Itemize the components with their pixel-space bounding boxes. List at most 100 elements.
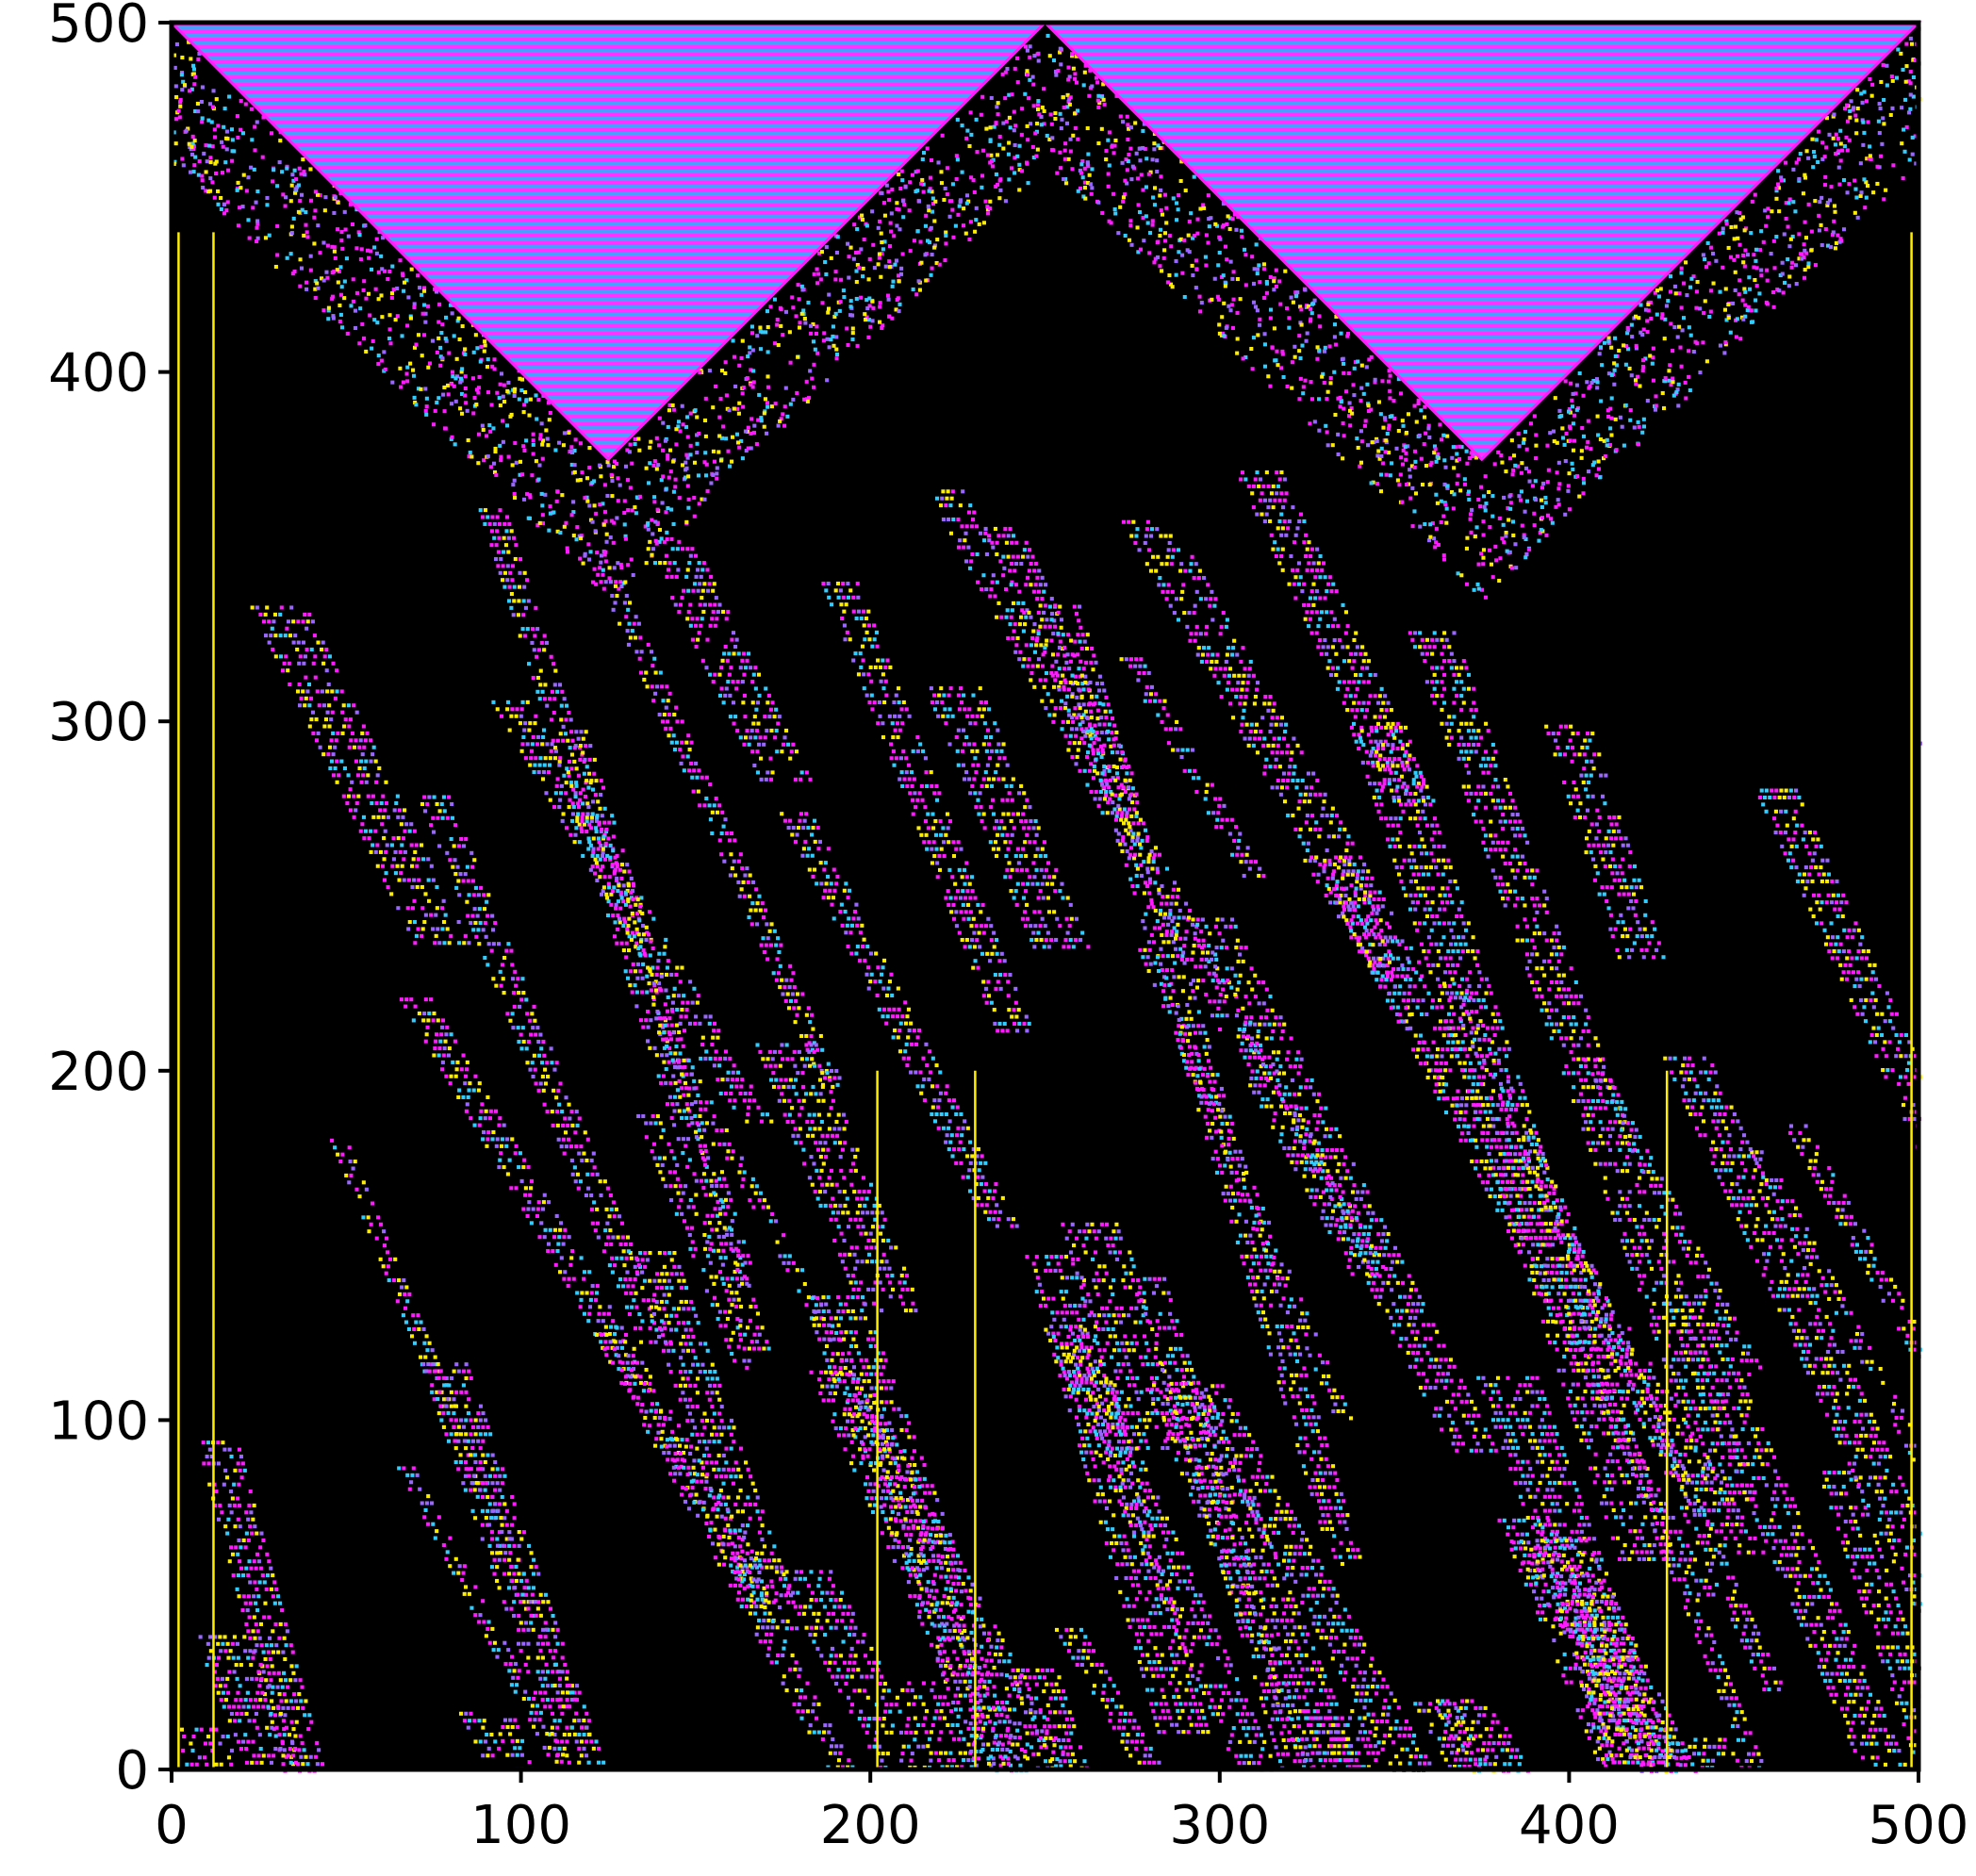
automaton-cell <box>1836 1665 1841 1670</box>
automaton-cell <box>1825 1581 1830 1586</box>
automaton-cell <box>1870 1755 1875 1760</box>
automaton-cell <box>551 1613 555 1619</box>
automaton-cell <box>1418 1702 1423 1706</box>
automaton-cell <box>1504 1068 1508 1073</box>
automaton-cell <box>1372 907 1376 912</box>
automaton-cell <box>1345 872 1350 877</box>
automaton-cell <box>1430 900 1435 905</box>
automaton-cell <box>1748 1536 1753 1540</box>
automaton-cell <box>1073 674 1078 679</box>
automaton-cell <box>1308 858 1312 863</box>
automaton-cell <box>1368 960 1373 964</box>
automaton-cell <box>1244 1170 1249 1175</box>
automaton-cell <box>1647 1417 1652 1422</box>
automaton-cell <box>1281 1345 1286 1350</box>
automaton-cell <box>1464 749 1469 754</box>
automaton-cell <box>285 1685 289 1689</box>
automaton-cell <box>1373 925 1377 930</box>
automaton-cell <box>282 1636 287 1640</box>
automaton-cell <box>1375 760 1380 765</box>
automaton-cell <box>648 1045 652 1050</box>
automaton-cell <box>1700 1480 1704 1485</box>
automaton-cell <box>254 1601 258 1605</box>
automaton-cell <box>1860 1720 1865 1725</box>
automaton-cell <box>248 1601 253 1605</box>
automaton-cell <box>1159 534 1163 538</box>
automaton-cell <box>557 1719 562 1723</box>
automaton-cell <box>1680 1431 1685 1436</box>
automaton-cell <box>737 894 742 898</box>
automaton-cell <box>618 906 623 911</box>
automaton-cell <box>719 852 724 857</box>
automaton-cell <box>1349 883 1354 888</box>
automaton-cell <box>1358 739 1363 744</box>
automaton-cell <box>1092 653 1096 658</box>
automaton-cell <box>615 941 619 946</box>
automaton-cell <box>1130 786 1135 791</box>
automaton-cell <box>601 1760 606 1765</box>
automaton-cell <box>1254 1254 1259 1259</box>
automaton-cell <box>569 766 574 771</box>
automaton-cell <box>1312 1401 1317 1406</box>
automaton-cell <box>1145 519 1150 524</box>
automaton-cell <box>1625 1239 1630 1243</box>
automaton-cell <box>495 1481 500 1486</box>
automaton-cell <box>1538 1424 1542 1429</box>
automaton-cell <box>1624 1253 1630 1258</box>
automaton-cell <box>216 1690 221 1695</box>
automaton-cell <box>605 913 611 918</box>
automaton-cell <box>1883 1727 1887 1732</box>
automaton-cell <box>1819 1622 1823 1627</box>
automaton-cell <box>492 521 497 526</box>
automaton-cell <box>787 1006 792 1011</box>
automaton-cell <box>1369 918 1374 923</box>
automaton-cell <box>1197 568 1202 573</box>
automaton-cell <box>1590 1396 1595 1401</box>
automaton-cell <box>219 1649 223 1654</box>
automaton-cell <box>1536 1515 1540 1521</box>
automaton-cell <box>1084 660 1089 665</box>
automaton-cell <box>1577 1494 1582 1499</box>
automaton-cell <box>1498 1173 1503 1177</box>
automaton-cell <box>1630 1239 1635 1243</box>
automaton-cell <box>1612 1704 1617 1709</box>
automaton-cell <box>1435 666 1440 670</box>
automaton-cell <box>1144 534 1148 538</box>
automaton-cell <box>1502 1151 1507 1157</box>
automaton-cell <box>1281 736 1287 741</box>
automaton-cell <box>611 607 616 612</box>
automaton-cell <box>1168 912 1173 916</box>
automaton-cell <box>1632 1704 1637 1709</box>
automaton-cell <box>1377 960 1382 964</box>
automaton-cell <box>1420 651 1424 656</box>
automaton-cell <box>1569 1284 1573 1289</box>
automaton-cell <box>1395 837 1400 842</box>
automaton-cell <box>1349 918 1354 923</box>
automaton-cell <box>495 1578 500 1584</box>
automaton-cell <box>530 640 535 645</box>
automaton-cell <box>1832 1700 1836 1704</box>
automaton-cell <box>1891 1735 1896 1739</box>
automaton-cell <box>1535 1375 1540 1380</box>
automaton-cell <box>1486 756 1490 761</box>
automaton-cell <box>1580 1613 1585 1618</box>
automaton-cell <box>1304 1471 1309 1475</box>
automaton-cell <box>1192 575 1196 581</box>
automaton-cell <box>1555 1459 1559 1464</box>
automaton-cell <box>1285 785 1290 790</box>
automaton-cell <box>1455 1716 1459 1720</box>
automaton-cell <box>645 1039 650 1044</box>
automaton-cell <box>1607 1389 1612 1394</box>
automaton-cell <box>1298 1436 1303 1440</box>
automaton-cell <box>1554 1022 1559 1027</box>
automaton-cell <box>288 1699 293 1703</box>
automaton-cell <box>284 1699 288 1703</box>
automaton-cell <box>1171 989 1176 994</box>
automaton-cell <box>1853 1692 1858 1697</box>
automaton-cell <box>1610 1127 1615 1131</box>
automaton-cell <box>1369 928 1374 933</box>
automaton-cell <box>1602 1662 1606 1667</box>
automaton-cell <box>599 843 603 847</box>
automaton-cell <box>507 1557 512 1562</box>
automaton-cell <box>1819 1657 1823 1662</box>
